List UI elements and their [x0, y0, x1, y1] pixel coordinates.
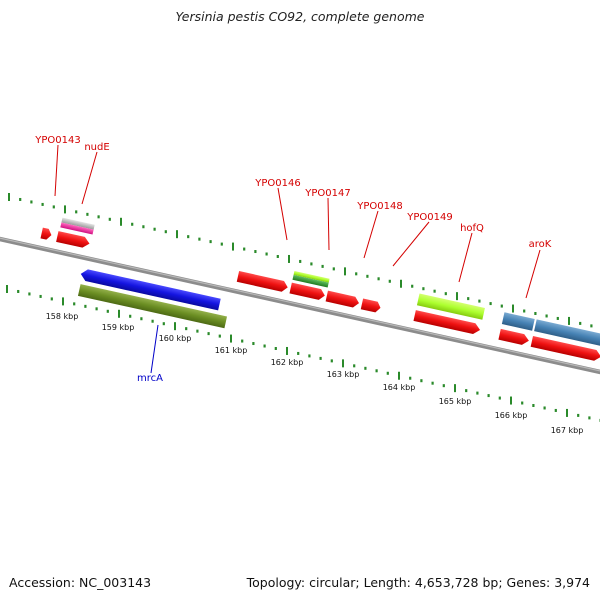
- scale-label: 159 kbp: [102, 323, 135, 332]
- gene-label-hofq[interactable]: hofQ: [460, 223, 484, 234]
- tick-row-lower: [6, 285, 600, 422]
- feature-hofq-arrow[interactable]: [413, 310, 481, 335]
- feature-steel-bar-right[interactable]: [534, 319, 600, 347]
- scale-label: 163 kbp: [327, 370, 360, 379]
- gene-label-ypo0143[interactable]: YPO0143: [34, 135, 80, 146]
- feature-blue-arrow[interactable]: [79, 268, 221, 311]
- mrca-leader: [150, 324, 159, 374]
- tick-row-upper: [8, 193, 593, 328]
- scale-label: 158 kbp: [46, 312, 79, 321]
- scale-label: 164 kbp: [383, 383, 416, 392]
- feature-ypo0147-arrow[interactable]: [289, 282, 326, 301]
- gene-label-ypo0146[interactable]: YPO0146: [254, 178, 300, 189]
- feature-ypo0146-arrow[interactable]: [236, 271, 289, 293]
- scale-label: 165 kbp: [439, 397, 472, 406]
- gene-label-nude[interactable]: nudE: [84, 142, 109, 153]
- feature-ypo0143-arrow[interactable]: [40, 227, 52, 241]
- scale-label: 161 kbp: [215, 346, 248, 355]
- scale-label: 160 kbp: [159, 334, 192, 343]
- feature-red-arrow-right[interactable]: [530, 336, 600, 362]
- feature-pink-bar[interactable]: [60, 222, 94, 235]
- gene-label-ypo0147[interactable]: YPO0147: [304, 188, 350, 199]
- genome-backbone-highlight: [0, 237, 600, 372]
- gene-label-ypo0149[interactable]: YPO0149: [406, 212, 452, 223]
- gene-label-mrca[interactable]: mrcA: [137, 373, 163, 384]
- label-leaders: [54, 144, 541, 299]
- feature-ypo0148-arrow[interactable]: [325, 290, 361, 309]
- genome-summary-text: Topology: circular; Length: 4,653,728 bp…: [246, 575, 590, 590]
- scale-label: 162 kbp: [271, 358, 304, 367]
- feature-lime-bar-small[interactable]: [293, 270, 330, 283]
- map-title: Yersinia pestis CO92, complete genome: [175, 9, 425, 24]
- feature-mrca-olive-bar[interactable]: [77, 284, 228, 329]
- scale-label: 166 kbp: [495, 411, 528, 420]
- feature-ypo0149-arrow[interactable]: [360, 298, 382, 313]
- feature-gray-bar[interactable]: [61, 217, 95, 230]
- genome-backbone: [0, 236, 600, 375]
- scale-label: 167 kbp: [551, 426, 584, 435]
- feature-arok-arrow[interactable]: [498, 328, 530, 346]
- feature-hofq-lime-bar[interactable]: [416, 293, 485, 320]
- feature-arok-steel-bar[interactable]: [501, 312, 535, 331]
- gene-label-arok[interactable]: aroK: [529, 239, 552, 250]
- gene-label-ypo0148[interactable]: YPO0148: [356, 201, 402, 212]
- feature-nude-arrow[interactable]: [56, 231, 91, 249]
- accession-text: Accession: NC_003143: [9, 575, 152, 590]
- feature-green-bar[interactable]: [292, 274, 329, 288]
